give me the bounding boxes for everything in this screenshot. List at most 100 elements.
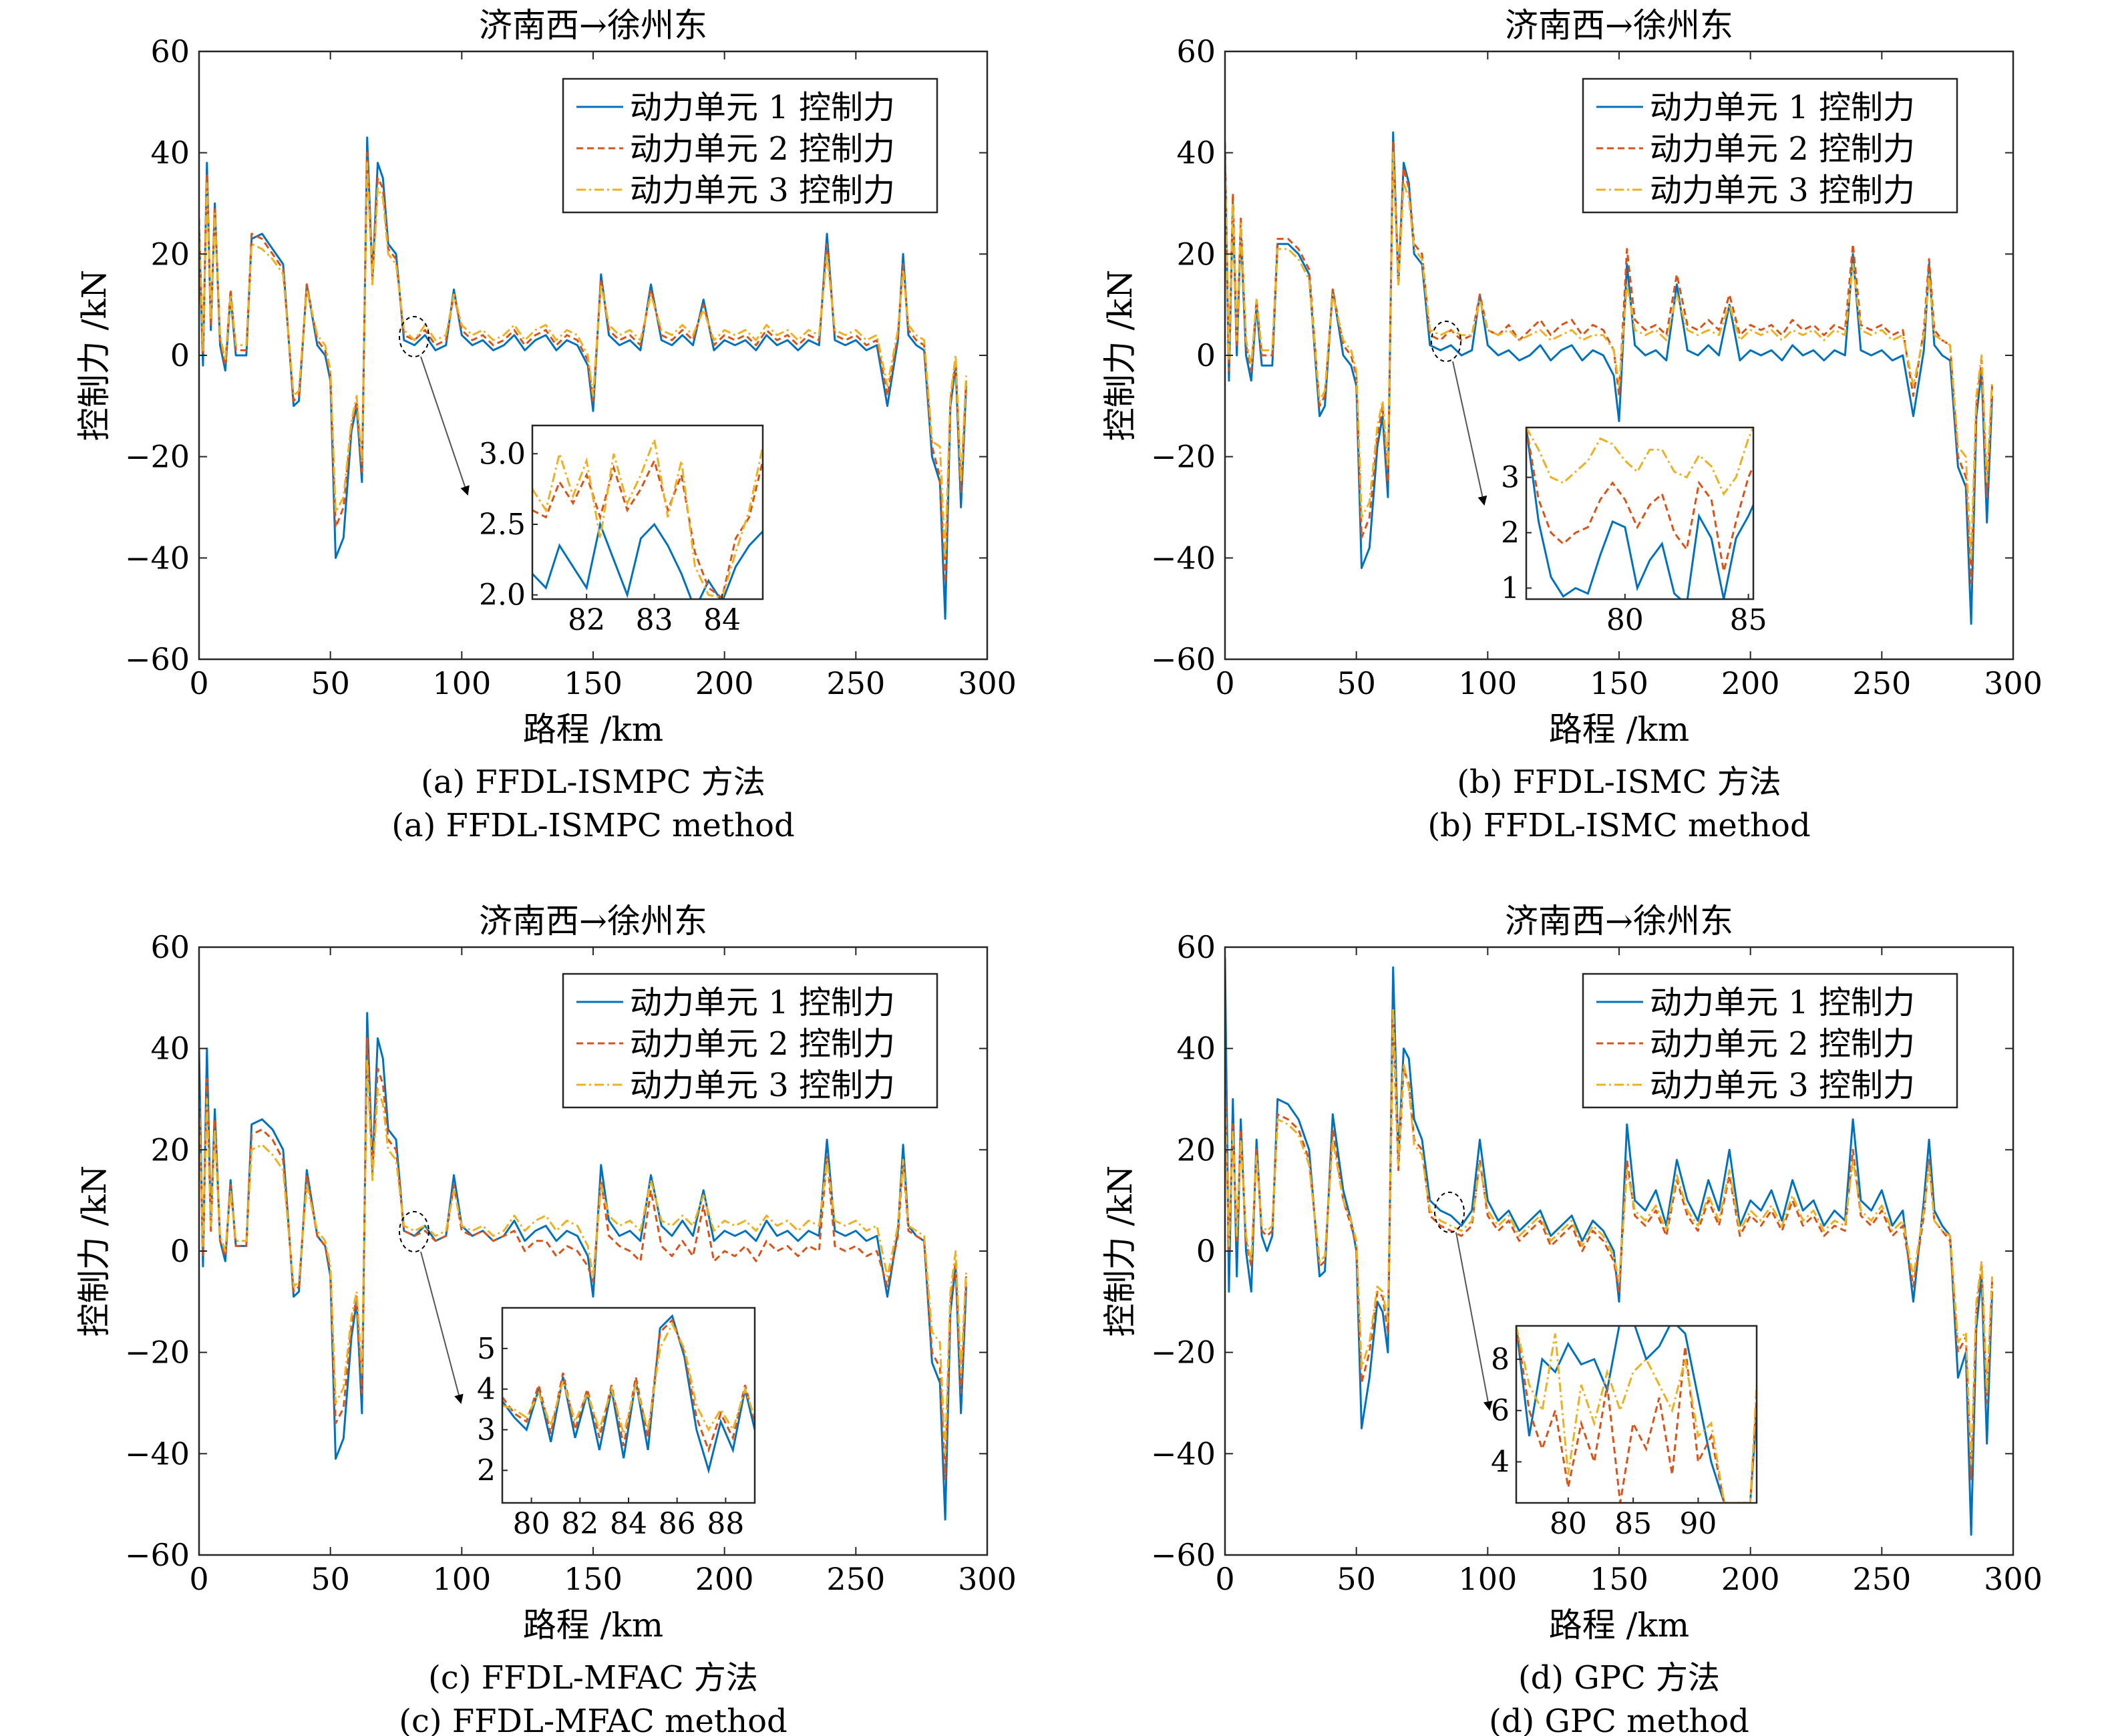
zoom-marker xyxy=(399,316,429,357)
chart-title: 济南西→徐州东 xyxy=(1505,6,1733,45)
x-axis-label: 路程 /km xyxy=(523,710,663,749)
y-tick-label: 0 xyxy=(1196,337,1216,373)
inset: 80 85 1 2 3 xyxy=(1501,426,1767,637)
series-line-2 xyxy=(199,152,967,584)
inset-area xyxy=(532,425,763,599)
inset-series-line-3 xyxy=(502,1321,755,1438)
series-group xyxy=(1225,957,1993,1536)
x-tick-label: 50 xyxy=(1337,1561,1376,1597)
y-tick-label: 40 xyxy=(150,135,190,171)
inset-series-line-2 xyxy=(502,1318,755,1453)
inset-box xyxy=(531,424,764,600)
inset-x-tick-label: 88 xyxy=(707,1507,744,1541)
x-axis-label: 路程 /km xyxy=(523,1606,663,1644)
inset-series-line-1 xyxy=(502,1314,755,1474)
legend-label-1: 动力单元 1 控制力 xyxy=(1650,984,1915,1021)
legend-label-1: 动力单元 1 控制力 xyxy=(630,984,895,1021)
inset-series-line-3 xyxy=(1516,1326,1757,1503)
inset-series-group xyxy=(502,1314,755,1474)
y-tick-label: 60 xyxy=(150,33,190,69)
series-line-2 xyxy=(1225,142,1993,584)
inset-series-group xyxy=(532,436,763,599)
series-line-3 xyxy=(1225,152,1993,559)
panel-b: 0 50 100 150 200 250 300 −60 −40 −20 0 20 40 60 济南西→徐州… xyxy=(1101,6,2043,844)
legend-label-2: 动力单元 2 控制力 xyxy=(1650,130,1915,168)
caption-cn: (a) FFDL-ISMPC 方法 xyxy=(421,763,765,801)
caption-en: (b) FFDL-ISMC method xyxy=(1427,807,1810,844)
x-tick-label: 50 xyxy=(311,1561,350,1597)
legend-box xyxy=(562,77,938,214)
legend-box xyxy=(1582,973,1958,1109)
y-tick-label: 20 xyxy=(150,236,190,272)
y-axis-label: 控制力 /kN xyxy=(1101,1166,1139,1337)
y-tick-label: −40 xyxy=(1151,1435,1216,1471)
inset: 82 83 84 2.0 2.5 3.0 xyxy=(479,424,764,637)
legend-label-3: 动力单元 3 控制力 xyxy=(1650,172,1915,209)
inset-y-tick-label: 1 xyxy=(1501,571,1520,605)
series-line-2 xyxy=(199,1037,967,1480)
x-tick-label: 150 xyxy=(564,1561,623,1597)
y-tick-label: −20 xyxy=(125,439,190,475)
y-tick-label: −40 xyxy=(125,1435,190,1471)
inset-y-tick-label: 3 xyxy=(1501,461,1520,495)
x-tick-label: 50 xyxy=(311,665,350,701)
y-axis-label: 控制力 /kN xyxy=(75,1166,114,1337)
y-tick-label: 60 xyxy=(150,929,190,965)
y-tick-label: 60 xyxy=(1176,929,1216,965)
legend-box xyxy=(562,973,938,1109)
chart-title: 济南西→徐州东 xyxy=(479,6,707,45)
legend-label-2: 动力单元 2 控制力 xyxy=(630,1025,895,1063)
series-group xyxy=(199,136,967,620)
zoom-arrow xyxy=(420,1251,464,1404)
x-tick-label: 200 xyxy=(695,1561,754,1597)
y-tick-label: 20 xyxy=(1176,1132,1216,1168)
series-line-1 xyxy=(1225,131,1993,625)
panel-d: 0 50 100 150 200 250 300 −60 −40 −20 0 20 40 60 济南西→徐州… xyxy=(1101,902,2043,1736)
y-axis-label: 控制力 /kN xyxy=(1101,270,1139,442)
x-tick-label: 200 xyxy=(1721,665,1780,701)
y-tick-label: −20 xyxy=(1151,1335,1216,1371)
legend-label-3: 动力单元 3 控制力 xyxy=(1650,1067,1915,1104)
x-tick-label: 100 xyxy=(1458,1561,1517,1597)
y-tick-label: 20 xyxy=(1176,236,1216,272)
inset-series-line-2 xyxy=(532,458,763,599)
y-tick-label: 40 xyxy=(150,1031,190,1067)
y-tick-label: −60 xyxy=(125,641,190,677)
caption-en: (c) FFDL-MFAC method xyxy=(399,1703,787,1736)
x-tick-label: 250 xyxy=(1852,1561,1911,1597)
inset-series-line-1 xyxy=(532,520,763,599)
x-tick-label: 250 xyxy=(826,665,885,701)
x-tick-label: 0 xyxy=(189,1561,208,1597)
x-tick-label: 150 xyxy=(564,665,623,701)
inset-series-line-1 xyxy=(1526,427,1753,599)
y-tick-label: 0 xyxy=(170,337,190,373)
zoom-marker xyxy=(1434,1192,1465,1233)
x-tick-label: 150 xyxy=(1590,1561,1648,1597)
legend-label-1: 动力单元 1 控制力 xyxy=(630,89,895,126)
x-tick-label: 0 xyxy=(1215,1561,1234,1597)
inset-series-group xyxy=(1516,1326,1757,1503)
x-tick-label: 150 xyxy=(1590,665,1648,701)
inset-y-tick-label: 6 xyxy=(1491,1394,1510,1428)
chart-title: 济南西→徐州东 xyxy=(1505,902,1733,940)
x-axis-label: 路程 /km xyxy=(1549,710,1689,749)
inset-box xyxy=(1515,1325,1758,1504)
panel-a: 0 50 100 150 200 250 300 −60 −40 −20 0 20 40 60 济南西→徐州… xyxy=(75,6,1017,844)
x-tick-label: 250 xyxy=(826,1561,885,1597)
inset-y-tick-label: 3 xyxy=(477,1413,496,1447)
x-tick-label: 200 xyxy=(695,665,754,701)
x-tick-label: 0 xyxy=(1215,665,1234,701)
series-line-1 xyxy=(199,1012,967,1521)
inset-y-tick-label: 5 xyxy=(477,1332,496,1366)
x-tick-label: 300 xyxy=(958,1561,1017,1597)
caption-cn: (d) GPC 方法 xyxy=(1518,1659,1720,1697)
y-tick-label: −60 xyxy=(1151,1537,1216,1573)
inset-box xyxy=(1525,426,1755,600)
caption-en: (d) GPC method xyxy=(1489,1703,1749,1736)
series-group xyxy=(1225,131,1993,625)
y-tick-label: −20 xyxy=(1151,439,1216,475)
legend-label-1: 动力单元 1 控制力 xyxy=(1650,89,1915,126)
